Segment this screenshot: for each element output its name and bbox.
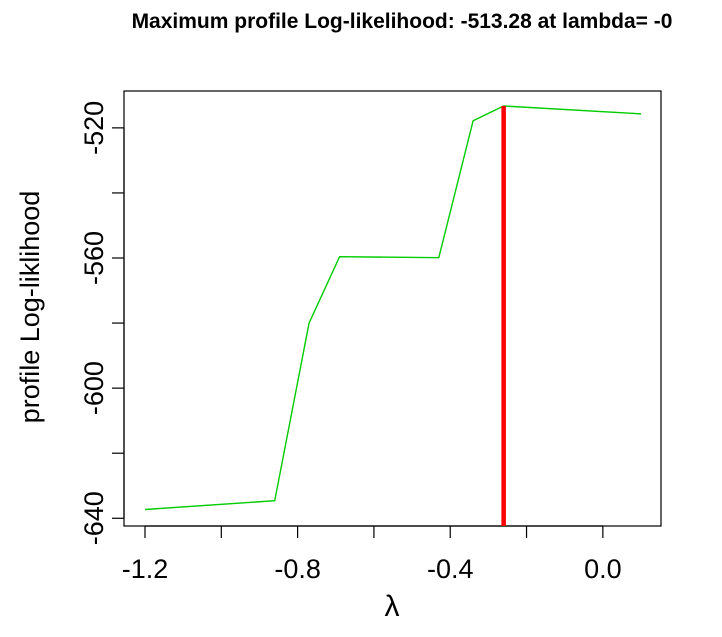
plot-frame [124, 91, 661, 526]
y-tick-label: -600 [79, 361, 109, 415]
y-axis-label: profile Log-liklihood [15, 191, 45, 424]
y-tick-label: -560 [79, 231, 109, 285]
x-tick-label: -0.8 [274, 554, 321, 584]
chart-title: Maximum profile Log-likelihood: -513.28 … [132, 10, 673, 33]
x-tick-label: -1.2 [122, 554, 169, 584]
series-line [145, 106, 641, 510]
series-layer [145, 106, 641, 510]
x-axis-label: λ [385, 590, 400, 623]
y-tick-label: -640 [79, 491, 109, 545]
x-tick-label: 0.0 [584, 554, 622, 584]
x-tick-label: -0.4 [427, 554, 474, 584]
x-axis: -1.2 -0.8 -0.4 0.0 [122, 526, 622, 584]
y-axis: -640 -600 -560 -520 [79, 101, 124, 545]
y-tick-label: -520 [79, 101, 109, 155]
